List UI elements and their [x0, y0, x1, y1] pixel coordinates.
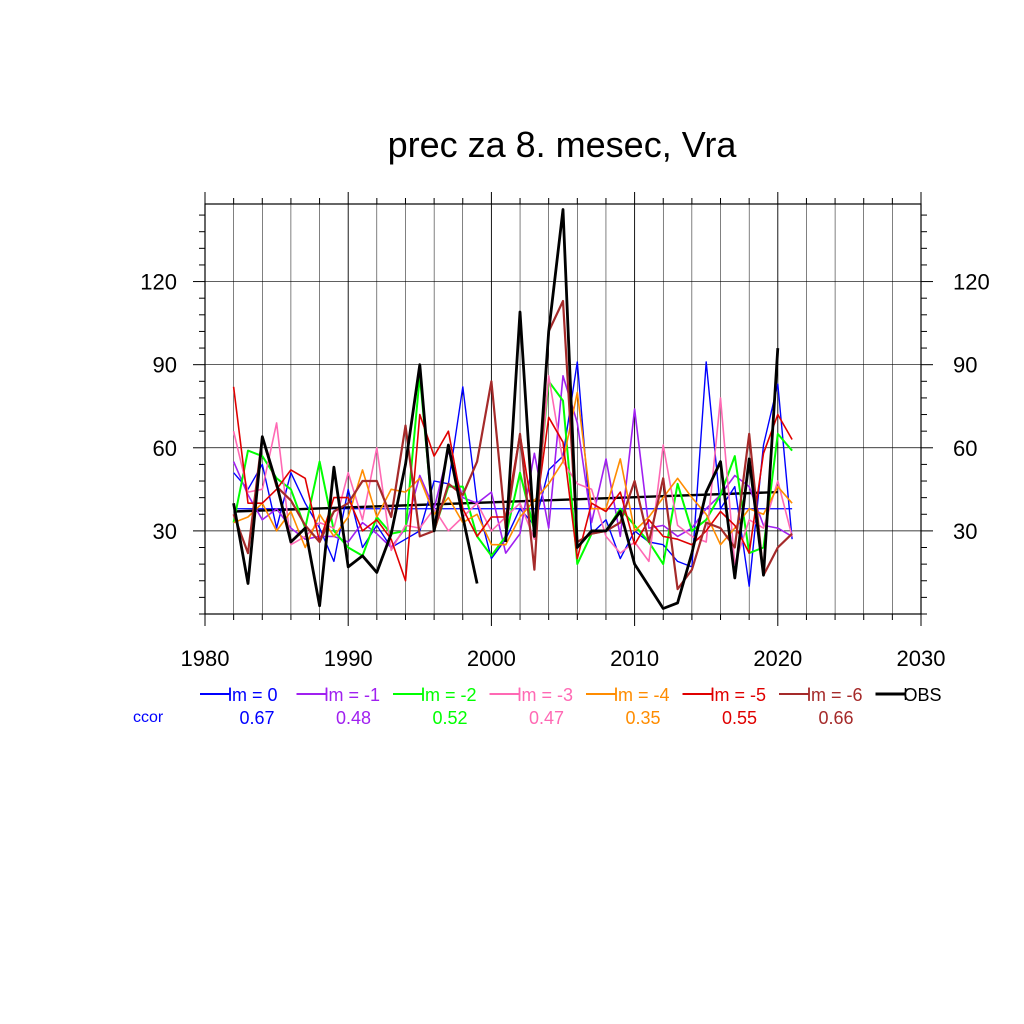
legend-label: lm = -5 [711, 685, 767, 705]
x-tick-label: 2000 [467, 646, 516, 671]
chart-title: prec za 8. mesec, Vra [388, 124, 738, 165]
legend-label: lm = -4 [614, 685, 670, 705]
legend-ccor-value: 0.52 [432, 708, 467, 728]
x-tick-label: 2010 [610, 646, 659, 671]
trend-line [233, 490, 778, 513]
legend: lm = 0 0.67 lm = -1 0.48 lm = -2 0.52 lm = -3 0… [133, 685, 942, 728]
legend-label: lm = -2 [421, 685, 477, 705]
x-tick-label: 2030 [897, 646, 946, 671]
x-tick-label: 1980 [181, 646, 230, 671]
legend-ccor-value: 0.66 [818, 708, 853, 728]
y-tick-label-left: 60 [153, 436, 177, 461]
series-layer [232, 208, 793, 610]
legend-label: OBS [904, 685, 942, 705]
y-tick-label-left: 30 [153, 519, 177, 544]
legend-ccor-value: 0.47 [529, 708, 564, 728]
x-tick-label: 2020 [753, 646, 802, 671]
plot-frame [204, 203, 922, 615]
legend-label: lm = -6 [807, 685, 863, 705]
y-tick-label-right: 90 [953, 353, 977, 378]
legend-label: lm = -1 [325, 685, 381, 705]
y-tick-label-left: 120 [140, 270, 177, 295]
series-line-obs [232, 363, 479, 608]
x-tick-label: 1990 [324, 646, 373, 671]
legend-label: lm = 0 [228, 685, 278, 705]
y-tick-label-right: 30 [953, 519, 977, 544]
legend-ccor-value: 0.67 [239, 708, 274, 728]
ccor-label: ccor [133, 709, 164, 726]
legend-label: lm = -3 [518, 685, 574, 705]
y-tick-label-left: 90 [153, 353, 177, 378]
y-tick-label-right: 120 [953, 270, 990, 295]
y-tick-label-right: 60 [953, 436, 977, 461]
axes: 1980 1990 2000 2010 2020 2030 30 30 60 60 90 90 120 1… [140, 192, 990, 671]
legend-ccor-value: 0.35 [625, 708, 660, 728]
legend-ccor-value: 0.48 [336, 708, 371, 728]
series-line-obs [504, 208, 780, 610]
legend-ccor-value: 0.55 [722, 708, 757, 728]
